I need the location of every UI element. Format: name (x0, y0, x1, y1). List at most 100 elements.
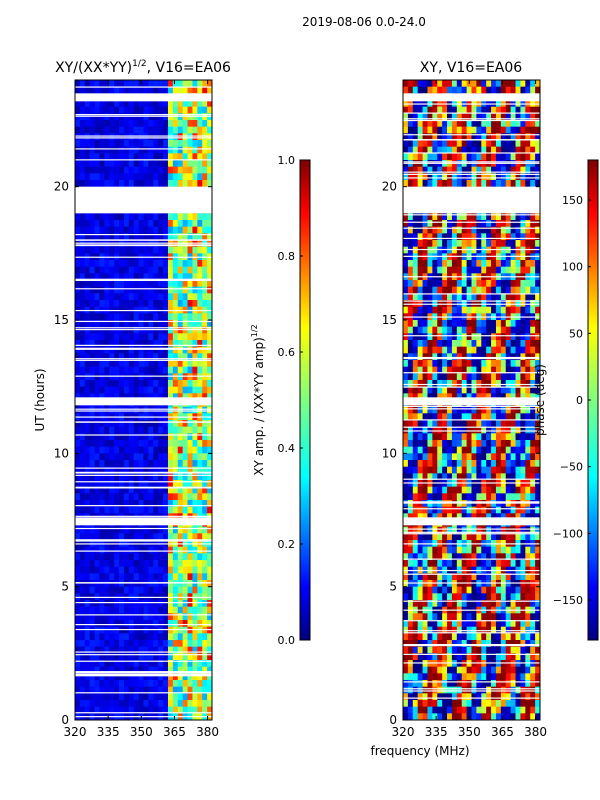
phase-cell (510, 180, 516, 188)
heatmap-cell (119, 466, 125, 474)
heatmap-cell (182, 120, 188, 128)
heatmap-cell (197, 80, 203, 88)
heatmap-cell (167, 360, 174, 368)
phase-cell (437, 420, 443, 428)
heatmap-cell (172, 706, 179, 714)
heatmap-cell (153, 280, 159, 288)
flagged-line (75, 654, 212, 656)
heatmap-cell (99, 280, 105, 288)
heatmap-cell (163, 226, 169, 234)
heatmap-cell (202, 213, 208, 221)
phase-cell (403, 293, 409, 301)
heatmap-cell (84, 573, 91, 581)
heatmap-cell (114, 300, 120, 308)
heatmap-cell (207, 373, 212, 381)
heatmap-cell (172, 606, 179, 614)
heatmap-cell (167, 226, 174, 234)
heatmap-cell (197, 440, 203, 448)
heatmap-cell (138, 86, 144, 94)
phase-cell (407, 506, 414, 514)
phase-cell (437, 366, 443, 374)
phase-cell (476, 86, 482, 94)
phase-cell (500, 513, 507, 521)
heatmap-cell (202, 293, 208, 301)
phase-cell (407, 493, 414, 501)
heatmap-cell (153, 80, 159, 88)
phase-cell (476, 406, 482, 414)
phase-cell (407, 353, 414, 361)
heatmap-cell (172, 293, 179, 301)
phase-cell (510, 533, 516, 541)
heatmap-cell (75, 606, 81, 614)
phase-cell (495, 173, 502, 181)
heatmap-cell (182, 613, 188, 621)
phase-cell (535, 460, 540, 468)
heatmap-cell (182, 620, 188, 628)
phase-cell (481, 266, 487, 274)
heatmap-cell (153, 453, 159, 461)
heatmap-cell (128, 480, 135, 488)
phase-cell (456, 373, 463, 381)
heatmap-cell (177, 360, 184, 368)
heatmap-cell (163, 386, 169, 394)
phase-cell (437, 226, 443, 234)
phase-cell (456, 226, 463, 234)
phase-cell (461, 326, 467, 334)
heatmap-cell (143, 140, 149, 148)
heatmap-cell (163, 346, 169, 354)
heatmap-cell (182, 140, 188, 148)
heatmap-cell (153, 586, 159, 594)
phase-cell (535, 306, 540, 314)
heatmap-cell (172, 133, 179, 141)
heatmap-cell (75, 653, 81, 661)
heatmap-cell (177, 666, 184, 674)
phase-cell (412, 260, 419, 268)
heatmap-cell (182, 646, 188, 654)
heatmap-cell (75, 426, 81, 434)
phase-cell (476, 353, 482, 361)
heatmap-cell (158, 220, 164, 228)
phase-cell (412, 353, 419, 361)
heatmap-cell (114, 420, 120, 428)
phase-cell (520, 120, 526, 128)
phase-cell (471, 506, 477, 514)
phase-cell (407, 420, 414, 428)
phase-cell (535, 346, 540, 354)
heatmap-cell (172, 360, 179, 368)
phase-cell (422, 426, 428, 434)
phase-cell (520, 366, 526, 374)
heatmap-cell (99, 686, 105, 694)
heatmap-cell (192, 700, 198, 708)
heatmap-cell (148, 166, 154, 174)
phase-cell (456, 406, 463, 414)
heatmap-cell (89, 133, 95, 141)
heatmap-cell (143, 273, 149, 281)
y-tick-label: 10 (54, 446, 69, 460)
phase-cell (407, 593, 414, 601)
heatmap-cell (153, 133, 159, 141)
phase-cell (417, 586, 423, 594)
phase-cell (407, 260, 414, 268)
phase-cell (417, 240, 423, 248)
phase-cell (456, 146, 463, 154)
flagged-line (75, 233, 212, 236)
phase-cell (486, 226, 492, 234)
phase-cell (447, 373, 453, 381)
phase-cell (505, 320, 512, 328)
phase-cell (510, 153, 516, 161)
phase-cell (525, 260, 531, 268)
heatmap-cell (177, 333, 184, 341)
heatmap-cell (94, 613, 100, 621)
phase-cell (525, 373, 531, 381)
heatmap-cell (79, 326, 86, 334)
left-y-axis-label: UT (hours) (33, 368, 47, 431)
phase-cell (525, 173, 531, 181)
heatmap-cell (89, 533, 95, 541)
phase-cell (432, 240, 438, 248)
heatmap-cell (109, 380, 115, 388)
heatmap-cell (79, 160, 86, 168)
heatmap-cell (197, 420, 203, 428)
phase-cell (422, 320, 428, 328)
phase-cell (412, 586, 419, 594)
heatmap-cell (79, 560, 86, 568)
